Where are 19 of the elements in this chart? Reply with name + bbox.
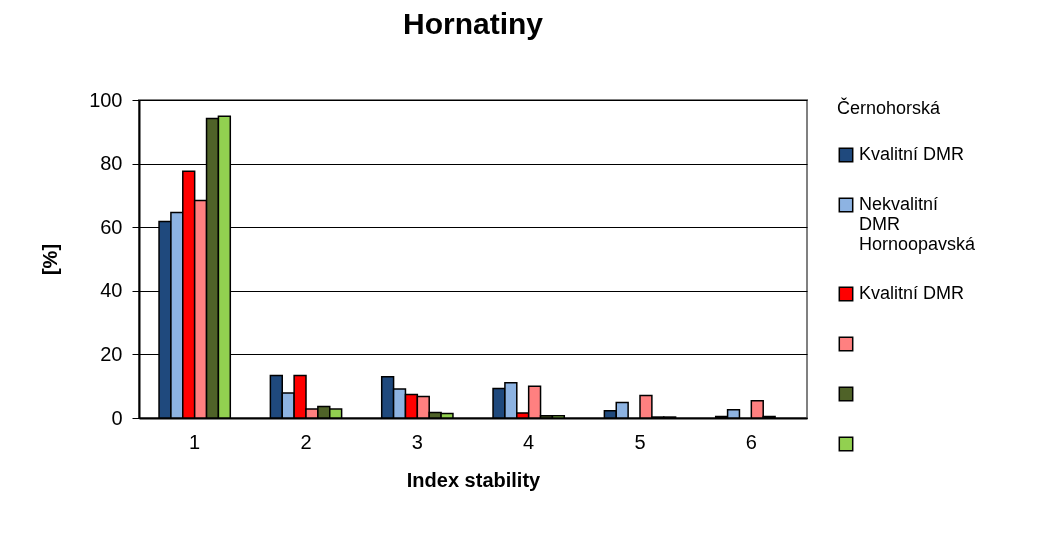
y-tick-label: 40 bbox=[100, 279, 123, 302]
y-tick-label: 80 bbox=[100, 152, 123, 175]
y-tick-label: 100 bbox=[89, 88, 123, 111]
legend-label: Nekvalitní DMR Hornoopavská bbox=[859, 194, 977, 254]
x-axis-title: Index stability bbox=[406, 468, 542, 491]
y-tick-label: 0 bbox=[111, 406, 123, 429]
legend-label: Kvalitní DMR bbox=[859, 283, 965, 303]
legend-label: Kvalitní DMR bbox=[859, 144, 965, 164]
legend-title: Černohorská bbox=[837, 97, 942, 118]
y-tick-label: 60 bbox=[100, 215, 123, 238]
y-tick-label: 20 bbox=[100, 342, 123, 365]
x-tick-label: 1 bbox=[189, 430, 201, 453]
x-tick-label: 6 bbox=[745, 430, 757, 453]
x-tick-label: 2 bbox=[300, 430, 312, 453]
chart-title: Hornatiny bbox=[402, 7, 544, 40]
y-axis-title: [%] bbox=[39, 243, 62, 276]
x-tick-label: 3 bbox=[411, 430, 423, 453]
x-tick-label: 5 bbox=[634, 430, 646, 453]
x-tick-label: 4 bbox=[523, 430, 535, 453]
